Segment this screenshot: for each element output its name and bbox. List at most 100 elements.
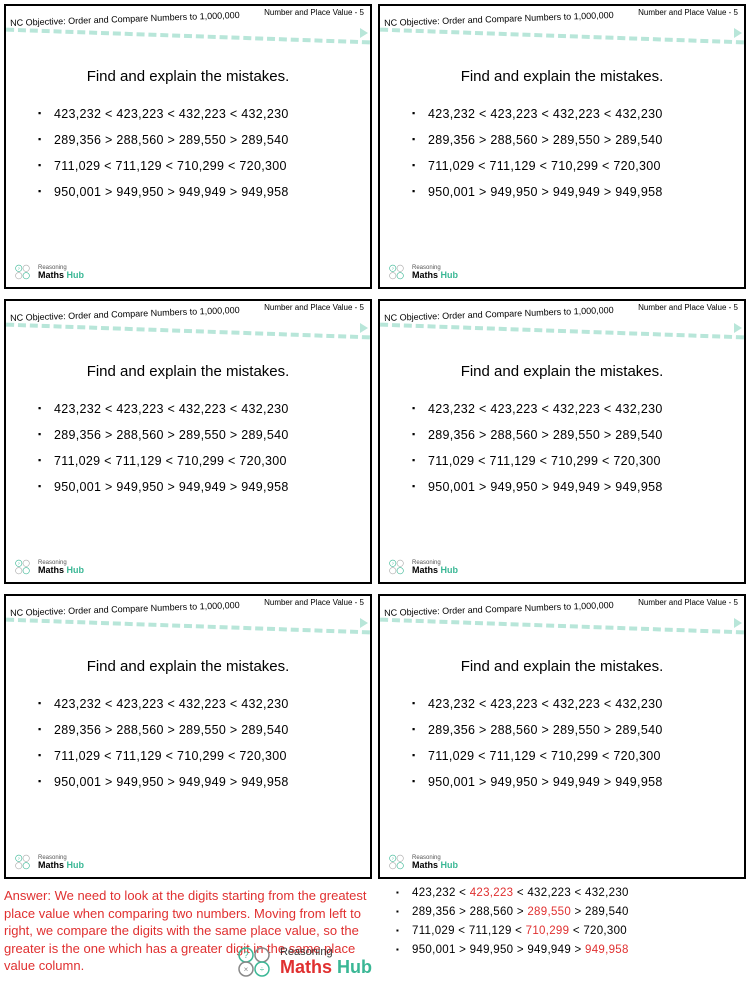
objective-label: NC Objective: Order and Compare Numbers … bbox=[384, 10, 614, 28]
topic-label: Number and Place Value - 5 bbox=[638, 303, 738, 312]
arrow-tip-icon bbox=[734, 323, 742, 333]
prompt-text: Find and explain the mistakes. bbox=[400, 658, 724, 675]
comparison-line: 423,232 < 423,223 < 432,223 < 432,230 bbox=[54, 697, 350, 711]
comparison-line: 711,029 < 711,129 < 710,299 < 720,300 bbox=[54, 749, 350, 763]
worksheet-card: Number and Place Value - 5 NC Objective: … bbox=[378, 594, 746, 879]
big-logo-text: Reasoning Maths Hub bbox=[280, 947, 372, 976]
svg-text:?: ? bbox=[18, 857, 20, 861]
comparison-list: 423,232 < 423,223 < 432,223 < 432,230 289… bbox=[400, 697, 724, 789]
answer-line: 711,029 < 711,129 < 710,299 < 720,300 bbox=[412, 925, 746, 937]
topic-label: Number and Place Value - 5 bbox=[638, 598, 738, 607]
svg-text:÷: ÷ bbox=[260, 965, 265, 974]
comparison-line: 950,001 > 949,950 > 949,949 > 949,958 bbox=[54, 185, 350, 199]
comparison-line: 423,232 < 423,223 < 432,223 < 432,230 bbox=[54, 107, 350, 121]
card-header: Number and Place Value - 5 NC Objective: … bbox=[6, 301, 370, 335]
mistake-highlight: 710,299 bbox=[526, 925, 570, 937]
comparison-line: 711,029 < 711,129 < 710,299 < 720,300 bbox=[54, 159, 350, 173]
prompt-text: Find and explain the mistakes. bbox=[26, 658, 350, 675]
mistake-highlight: 423,223 bbox=[470, 887, 514, 899]
logo-text: ReasoningMaths Hub bbox=[412, 560, 458, 575]
comparison-list: 423,232 < 423,223 < 432,223 < 432,230 289… bbox=[400, 107, 724, 199]
comparison-line: 711,029 < 711,129 < 710,299 < 720,300 bbox=[428, 454, 724, 468]
objective-label: NC Objective: Order and Compare Numbers … bbox=[384, 600, 614, 618]
objective-label: NC Objective: Order and Compare Numbers … bbox=[10, 10, 240, 28]
footer-logo: ? ReasoningMaths Hub bbox=[386, 263, 458, 281]
answer-items: 423,232 < 423,223 < 432,223 < 432,230 289… bbox=[378, 887, 746, 963]
arrow-tip-icon bbox=[360, 323, 368, 333]
logo-icon: ? × ÷ bbox=[234, 945, 274, 979]
worksheet-card: Number and Place Value - 5 NC Objective: … bbox=[378, 4, 746, 289]
card-header: Number and Place Value - 5NC Objective: … bbox=[380, 301, 744, 335]
card-header: Number and Place Value - 5 NC Objective: … bbox=[380, 596, 744, 630]
comparison-list: 423,232 < 423,223 < 432,223 < 432,230 289… bbox=[26, 107, 350, 199]
comparison-line: 950,001 > 949,950 > 949,949 > 949,958 bbox=[428, 775, 724, 789]
comparison-line: 423,232 < 423,223 < 432,223 < 432,230 bbox=[428, 402, 724, 416]
comparison-line: 289,356 > 288,560 > 289,550 > 289,540 bbox=[54, 133, 350, 147]
comparison-line: 423,232 < 423,223 < 432,223 < 432,230 bbox=[54, 402, 350, 416]
comparison-line: 289,356 > 288,560 > 289,550 > 289,540 bbox=[54, 723, 350, 737]
comparison-line: 950,001 > 949,950 > 949,949 > 949,958 bbox=[428, 480, 724, 494]
prompt-text: Find and explain the mistakes. bbox=[26, 363, 350, 380]
logo-text: ReasoningMaths Hub bbox=[412, 855, 458, 870]
svg-text:?: ? bbox=[392, 857, 394, 861]
card-header: Number and Place Value - 5 NC Objective: … bbox=[6, 6, 370, 40]
worksheet-card: Number and Place Value - 5 NC Objective: … bbox=[4, 299, 372, 584]
worksheet-grid: Number and Place Value - 5 NC Objective: … bbox=[4, 4, 746, 879]
mistake-highlight: 289,550 bbox=[527, 906, 571, 918]
worksheet-card: Number and Place Value - 5NC Objective: … bbox=[378, 299, 746, 584]
comparison-line: 950,001 > 949,950 > 949,949 > 949,958 bbox=[428, 185, 724, 199]
svg-text:×: × bbox=[244, 965, 249, 974]
comparison-list: 423,232 < 423,223 < 432,223 < 432,230 289… bbox=[26, 402, 350, 494]
svg-text:?: ? bbox=[243, 950, 248, 960]
comparison-line: 423,232 < 423,223 < 432,223 < 432,230 bbox=[428, 107, 724, 121]
comparison-line: 950,001 > 949,950 > 949,949 > 949,958 bbox=[54, 480, 350, 494]
card-body: Find and explain the mistakes.423,232 < … bbox=[380, 40, 744, 199]
answer-line: 423,232 < 423,223 < 432,223 < 432,230 bbox=[412, 887, 746, 899]
comparison-line: 289,356 > 288,560 > 289,550 > 289,540 bbox=[428, 428, 724, 442]
comparison-line: 711,029 < 711,129 < 710,299 < 720,300 bbox=[428, 749, 724, 763]
footer-logo: ? ReasoningMaths Hub bbox=[386, 558, 458, 576]
topic-label: Number and Place Value - 5 bbox=[638, 8, 738, 17]
arrow-tip-icon bbox=[360, 618, 368, 628]
answer-line: 950,001 > 949,950 > 949,949 > 949,958 bbox=[412, 944, 746, 956]
svg-text:?: ? bbox=[18, 562, 20, 566]
objective-label: NC Objective: Order and Compare Numbers … bbox=[10, 600, 240, 618]
big-logo: ? × ÷ Reasoning Maths Hub bbox=[234, 945, 372, 979]
svg-text:?: ? bbox=[392, 562, 394, 566]
answer-row: Answer: We need to look at the digits st… bbox=[4, 887, 746, 975]
card-body: Find and explain the mistakes. 423,232 < … bbox=[6, 335, 370, 494]
comparison-line: 423,232 < 423,223 < 432,223 < 432,230 bbox=[428, 697, 724, 711]
card-body: Find and explain the mistakes. 423,232 < … bbox=[380, 335, 744, 494]
footer-logo: ? ReasoningMaths Hub bbox=[12, 853, 84, 871]
card-body: Find and explain the mistakes. 423,232 < … bbox=[6, 40, 370, 199]
card-body: Find and explain the mistakes. 423,232 < … bbox=[380, 630, 744, 789]
topic-label: Number and Place Value - 5 bbox=[264, 598, 364, 607]
comparison-list: 423,232 < 423,223 < 432,223 < 432,230 289… bbox=[400, 402, 724, 494]
footer-logo: ? ReasoningMaths Hub bbox=[12, 558, 84, 576]
prompt-text: Find and explain the mistakes. bbox=[400, 363, 724, 380]
card-body: Find and explain the mistakes. 423,232 < … bbox=[6, 630, 370, 789]
logo-text: ReasoningMaths Hub bbox=[412, 265, 458, 280]
comparison-list: 423,232 < 423,223 < 432,223 < 432,230 289… bbox=[26, 697, 350, 789]
logo-text: ReasoningMaths Hub bbox=[38, 855, 84, 870]
card-header: Number and Place Value - 5 NC Objective: … bbox=[6, 596, 370, 630]
answer-text: Answer: We need to look at the digits st… bbox=[4, 887, 372, 975]
mistake-highlight: 949,958 bbox=[585, 944, 629, 956]
logo-text: ReasoningMaths Hub bbox=[38, 560, 84, 575]
topic-label: Number and Place Value - 5 bbox=[264, 303, 364, 312]
topic-label: Number and Place Value - 5 bbox=[264, 8, 364, 17]
svg-text:?: ? bbox=[392, 267, 394, 271]
arrow-tip-icon bbox=[360, 28, 368, 38]
svg-text:?: ? bbox=[18, 267, 20, 271]
comparison-line: 289,356 > 288,560 > 289,550 > 289,540 bbox=[54, 428, 350, 442]
comparison-line: 289,356 > 288,560 > 289,550 > 289,540 bbox=[428, 723, 724, 737]
comparison-line: 289,356 > 288,560 > 289,550 > 289,540 bbox=[428, 133, 724, 147]
comparison-line: 711,029 < 711,129 < 710,299 < 720,300 bbox=[54, 454, 350, 468]
footer-logo: ?ReasoningMaths Hub bbox=[12, 263, 84, 281]
answer-line: 289,356 > 288,560 > 289,550 > 289,540 bbox=[412, 906, 746, 918]
card-header: Number and Place Value - 5 NC Objective: … bbox=[380, 6, 744, 40]
objective-label: NC Objective: Order and Compare Numbers … bbox=[10, 305, 240, 323]
prompt-text: Find and explain the mistakes. bbox=[26, 68, 350, 85]
footer-logo: ? ReasoningMaths Hub bbox=[386, 853, 458, 871]
worksheet-card: Number and Place Value - 5 NC Objective: … bbox=[4, 594, 372, 879]
